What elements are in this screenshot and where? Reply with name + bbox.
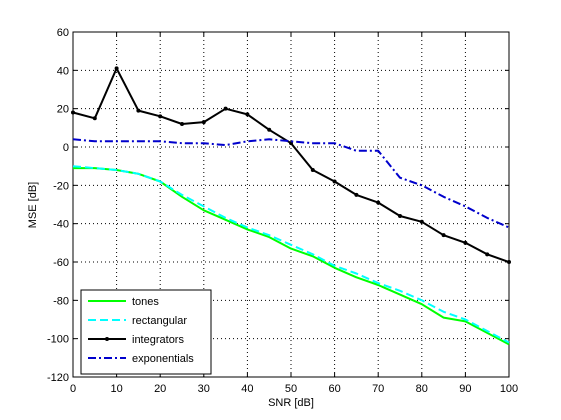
- legend-label-integrators: integrators: [132, 334, 184, 346]
- y-tick-label: -80: [53, 295, 69, 307]
- legend-box: [80, 289, 212, 375]
- data-point-integrators: [398, 214, 402, 218]
- data-point-integrators: [71, 110, 75, 115]
- data-point-integrators: [332, 179, 337, 184]
- data-point-integrators: [354, 192, 359, 197]
- x-tick-label: 30: [198, 383, 210, 395]
- axis-ticks: 0 10 20 30 40 50 60 70 80 90 100 -120 -100 -80 -60 -40 -…: [47, 27, 518, 395]
- data-point-integrators: [136, 108, 141, 113]
- legend-marker-integrators: [105, 337, 109, 341]
- y-tick-label: 20: [57, 104, 69, 116]
- x-tick-label: 50: [285, 383, 297, 395]
- y-tick-label: -100: [47, 334, 69, 346]
- legend-label-tones: tones: [132, 296, 159, 308]
- data-point-integrators: [223, 106, 228, 111]
- x-tick-label: 0: [70, 383, 76, 395]
- y-tick-label: -40: [53, 219, 69, 231]
- y-tick-label: 0: [63, 142, 69, 154]
- legend: tones rectangular integrators exponentials: [80, 289, 212, 375]
- data-point-integrators: [485, 252, 490, 257]
- y-tick-label: -120: [47, 372, 69, 384]
- y-tick-label: -60: [53, 257, 69, 269]
- data-point-integrators: [158, 114, 163, 119]
- data-point-integrators: [201, 120, 206, 125]
- data-point-integrators: [507, 260, 511, 264]
- data-point-integrators: [92, 116, 97, 121]
- x-tick-label: 80: [416, 383, 428, 395]
- y-tick-label: 40: [57, 65, 69, 77]
- data-point-integrators: [463, 240, 468, 245]
- x-tick-label: 40: [241, 383, 253, 395]
- data-point-integrators: [245, 112, 250, 117]
- data-point-integrators: [310, 168, 315, 172]
- data-point-integrators: [441, 233, 446, 238]
- x-tick-label: 10: [110, 383, 122, 395]
- x-tick-label: 20: [154, 383, 166, 395]
- data-point-integrators: [180, 122, 184, 126]
- x-tick-label: 100: [500, 383, 518, 395]
- y-tick-label: -20: [53, 180, 69, 192]
- series-line-rectangular: [72, 165, 510, 344]
- x-tick-label: 60: [328, 383, 340, 395]
- x-tick-label: 90: [459, 383, 471, 395]
- series-group: [71, 66, 511, 346]
- y-tick-label: 60: [57, 27, 69, 39]
- data-point-integrators: [419, 219, 424, 224]
- legend-label-exponentials: exponentials: [132, 353, 194, 365]
- x-axis-label: SNR [dB]: [268, 397, 314, 409]
- data-point-integrators: [376, 200, 381, 205]
- data-point-integrators: [114, 66, 119, 71]
- data-point-integrators: [267, 127, 272, 132]
- x-tick-label: 70: [372, 383, 384, 395]
- y-axis-label: MSE [dB]: [27, 182, 39, 228]
- legend-label-rectangular: rectangular: [132, 315, 187, 327]
